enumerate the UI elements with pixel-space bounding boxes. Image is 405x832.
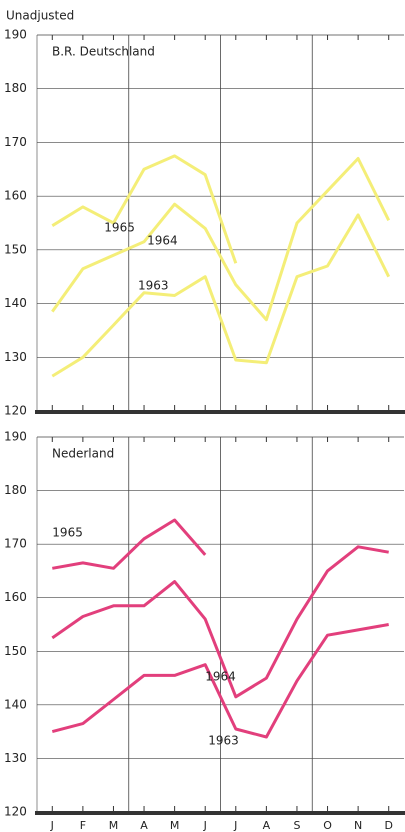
x-tick-label: N [354, 819, 362, 832]
annotation: 1963 [138, 279, 169, 293]
y-tick-label: 160 [4, 590, 27, 604]
y-tick-label: 130 [4, 751, 27, 765]
y-tick-label: 170 [4, 537, 27, 551]
x-tick-label: F [80, 819, 86, 832]
y-tick-label: 140 [4, 296, 27, 310]
y-tick-label: 160 [4, 189, 27, 203]
y-tick-label: 130 [4, 350, 27, 364]
x-tick-label: J [233, 819, 237, 832]
x-tick-label: M [170, 819, 180, 832]
y-tick-label: 180 [4, 483, 27, 497]
series-line [51, 154, 238, 264]
y-tick-label: 120 [4, 805, 27, 819]
series-line [51, 157, 391, 322]
x-tick-label: D [384, 819, 392, 832]
y-tick-label: 190 [4, 430, 27, 444]
y-tick-label: 120 [4, 404, 27, 418]
x-tick-label: J [50, 819, 54, 832]
y-tick-label: 190 [4, 28, 27, 42]
annotation: 1965 [52, 526, 83, 540]
annotation: 1963 [208, 734, 239, 748]
x-tick-label: A [140, 819, 148, 832]
x-tick-label: M [109, 819, 119, 832]
y-tick-label: 150 [4, 644, 27, 658]
series-line [51, 213, 391, 378]
x-tick-label: J [203, 819, 207, 832]
y-tick-label: 150 [4, 242, 27, 256]
y-tick-label: 140 [4, 697, 27, 711]
panel-title: B.R. Deutschland [52, 45, 155, 59]
x-tick-label: S [293, 819, 300, 832]
series-line [51, 545, 389, 699]
x-tick-label: A [263, 819, 271, 832]
panel-title: Nederland [52, 447, 114, 461]
y-tick-label: 170 [4, 135, 27, 149]
annotation: 1964 [147, 234, 178, 248]
series-line [51, 623, 389, 739]
annotation: 1964 [205, 670, 236, 684]
page-header: Unadjusted [6, 9, 74, 23]
x-tick-label: O [323, 819, 332, 832]
annotation: 1965 [104, 221, 135, 235]
series-line [52, 518, 207, 570]
y-tick-label: 180 [4, 81, 27, 95]
